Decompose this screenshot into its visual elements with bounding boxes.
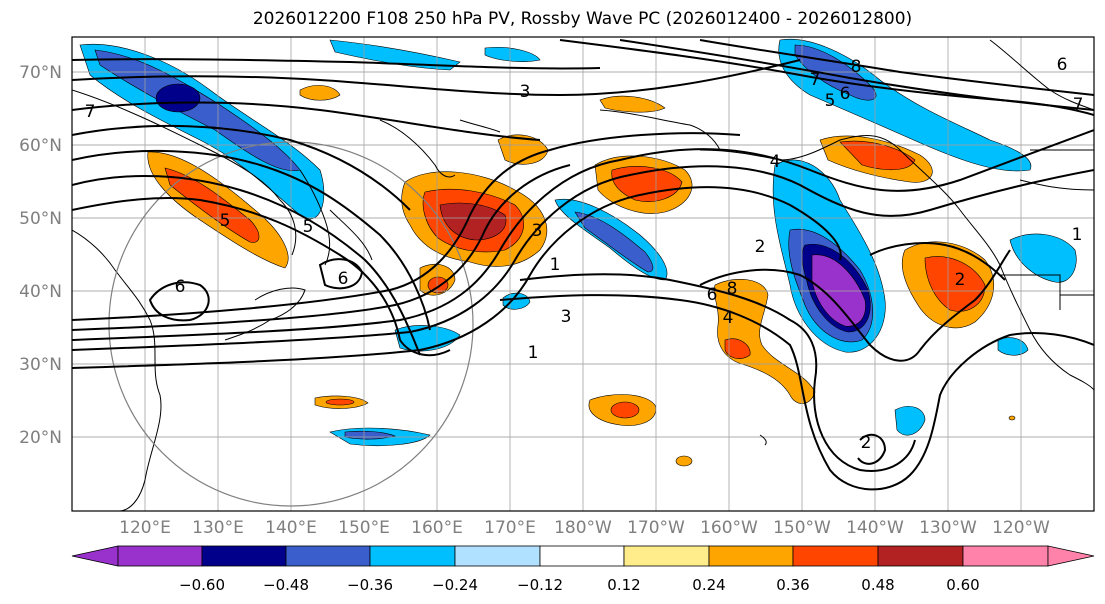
colorbar-segment xyxy=(201,545,287,567)
colorbar-tick-label: 0.60 xyxy=(946,576,979,594)
colorbar-segment xyxy=(454,545,541,567)
lon-label: 160°E xyxy=(411,518,463,538)
contour-label: 2 xyxy=(861,433,872,453)
lon-label: 120°E xyxy=(119,518,171,538)
lat-label: 40°N xyxy=(19,282,62,302)
contour-label: 6 xyxy=(1057,55,1068,75)
lon-label: 150°E xyxy=(338,518,390,538)
contour-label: 1 xyxy=(528,343,539,363)
colorbar-extend-high xyxy=(1047,545,1095,567)
colorbar-ticks: −0.60 −0.48 −0.36 −0.24 −0.12 0.12 0.24 … xyxy=(179,576,980,594)
contour-label: 1 xyxy=(1072,225,1083,245)
lon-label: 130°E xyxy=(192,518,244,538)
colorbar-tick-label: −0.12 xyxy=(517,576,563,594)
lon-label: 170°E xyxy=(484,518,536,538)
contour-label: 6 xyxy=(707,285,718,305)
colorbar-segment xyxy=(369,545,456,567)
lon-label: 170°W xyxy=(627,518,685,538)
contour-label: 8 xyxy=(727,279,738,299)
lon-labels: 120°E 130°E 140°E 150°E 160°E 170°E 180°… xyxy=(119,518,1050,538)
contour-label: 5 xyxy=(303,217,314,237)
colorbar-tick-label: 0.24 xyxy=(692,576,725,594)
colorbar-tick-label: 0.12 xyxy=(607,576,640,594)
contour-label: 4 xyxy=(770,152,781,172)
colorbar-segment xyxy=(117,545,203,567)
projection-circle xyxy=(108,141,474,507)
contour-label: 3 xyxy=(561,307,572,327)
colorbar-tick-label: 0.48 xyxy=(861,576,894,594)
lat-labels: 70°N 60°N 50°N 40°N 30°N 20°N xyxy=(19,63,62,448)
contour-label: 2 xyxy=(955,270,966,290)
lon-label: 140°E xyxy=(265,518,317,538)
contour-label: 7 xyxy=(85,102,96,122)
lat-label: 30°N xyxy=(19,355,62,375)
colorbar-tick-label: −0.48 xyxy=(263,576,309,594)
contour-label: 3 xyxy=(532,221,543,241)
colorbar-segment xyxy=(962,545,1049,567)
lon-label: 150°W xyxy=(773,518,831,538)
colorbar xyxy=(71,545,1095,567)
colorbar-tick-label: −0.60 xyxy=(179,576,225,594)
colorbar-segment xyxy=(708,545,794,567)
colorbar-segment xyxy=(623,545,710,567)
colorbar-extend-low xyxy=(71,545,119,567)
contour-label: 3 xyxy=(520,82,531,102)
chart-title: 2026012200 F108 250 hPa PV, Rossby Wave … xyxy=(252,9,913,29)
lat-label: 50°N xyxy=(19,209,62,229)
contour-label: 2 xyxy=(755,237,766,257)
contour-label: 6 xyxy=(338,269,349,289)
colorbar-segment xyxy=(877,545,964,567)
contour-label: 8 xyxy=(851,57,862,77)
contour-label: 5 xyxy=(220,211,231,231)
lon-label: 160°W xyxy=(700,518,758,538)
lat-label: 20°N xyxy=(19,428,62,448)
contour-label: 5 xyxy=(825,91,836,111)
colorbar-tick-label: −0.24 xyxy=(432,576,478,594)
lon-label: 130°W xyxy=(919,518,977,538)
colorbar-segment xyxy=(792,545,879,567)
map-frame xyxy=(71,36,1095,512)
contour-label: 6 xyxy=(840,84,851,104)
colorbar-tick-label: 0.36 xyxy=(776,576,809,594)
contour-label: 4 xyxy=(723,308,734,328)
lon-label: 180°W xyxy=(554,518,612,538)
contour-label-group: 7 3 5 6 8 6 7 7 4 3 1 3 1 6 6 5 5 2 8 6 … xyxy=(85,55,1084,453)
colorbar-segment xyxy=(285,545,371,567)
lon-label: 120°W xyxy=(992,518,1050,538)
lon-label: 140°W xyxy=(846,518,904,538)
contour-label: 6 xyxy=(175,277,186,297)
contour-lines xyxy=(72,39,1094,491)
colorbar-tick-label: −0.36 xyxy=(347,576,393,594)
contour-label: 7 xyxy=(1073,95,1084,115)
contour-label: 7 xyxy=(810,70,821,90)
lat-label: 60°N xyxy=(19,136,62,156)
contour-label: 1 xyxy=(550,255,561,275)
lat-label: 70°N xyxy=(19,63,62,83)
map-area: 7 3 5 6 8 6 7 7 4 3 1 3 1 6 6 5 5 2 8 6 … xyxy=(72,37,1094,511)
colorbar-segment xyxy=(539,545,625,567)
